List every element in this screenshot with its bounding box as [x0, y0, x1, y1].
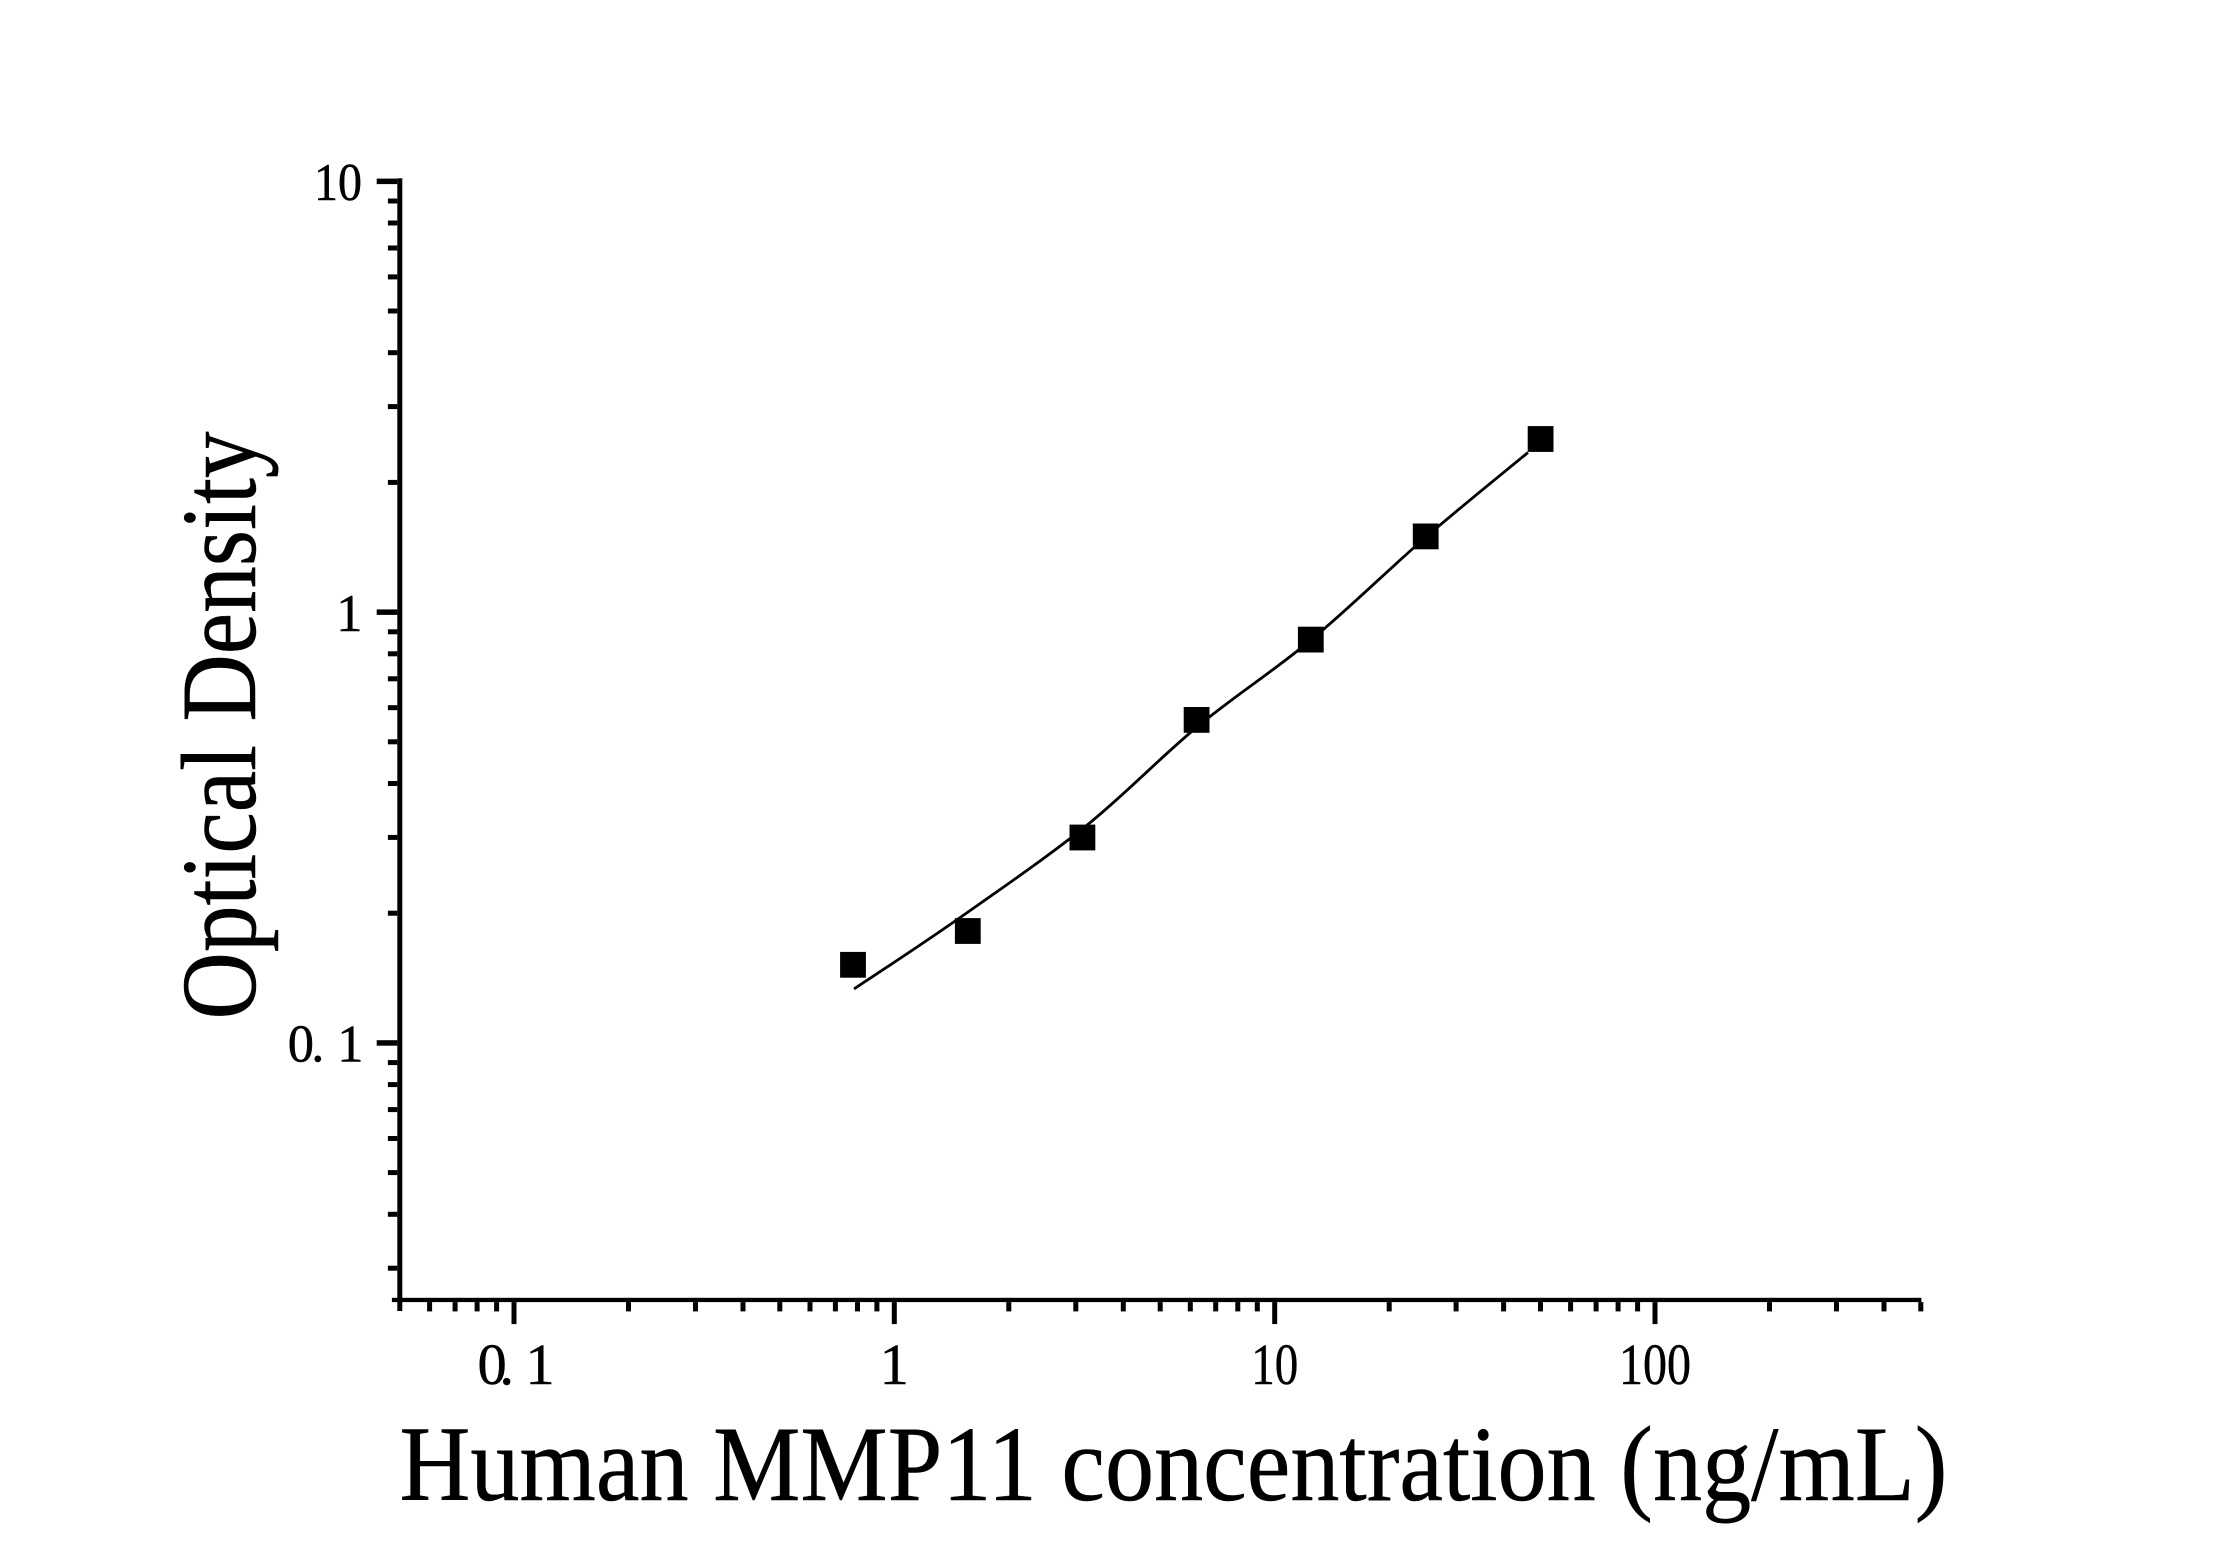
svg-text:Human MMP11 concentration (ng/: Human MMP11 concentration (ng/mL)	[400, 1406, 1948, 1524]
svg-text:0.1: 0.1	[478, 1332, 555, 1397]
svg-text:1: 1	[880, 1332, 909, 1397]
svg-text:100: 100	[1619, 1332, 1691, 1397]
svg-text:1: 1	[336, 585, 362, 643]
svg-text:0.1: 0.1	[288, 1016, 364, 1074]
svg-text:Optical Density: Optical Density	[161, 431, 279, 1019]
svg-text:10: 10	[314, 154, 362, 212]
svg-text:10: 10	[1251, 1332, 1298, 1397]
